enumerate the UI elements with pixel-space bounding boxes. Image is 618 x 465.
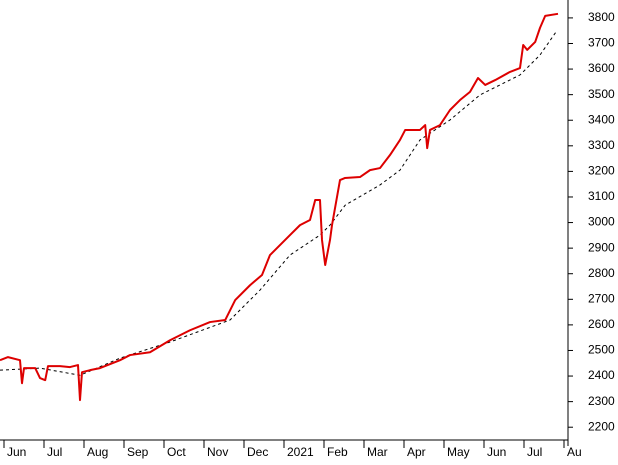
y-tick-label: 3700: [588, 36, 615, 50]
x-tick-label: Apr: [407, 445, 426, 459]
price-line: [0, 12, 559, 402]
y-tick-label: 3800: [588, 10, 615, 24]
x-tick-label: Sep: [127, 445, 149, 459]
y-tick-label: 2600: [588, 317, 615, 331]
x-tick-label: Feb: [327, 445, 348, 459]
y-tick-label: 2500: [588, 343, 615, 357]
moving-average-line: [0, 31, 557, 376]
x-tick-label: 2021: [287, 445, 314, 459]
y-tick-label: 2400: [588, 368, 615, 382]
y-tick-label: 3600: [588, 61, 615, 75]
y-tick-label: 3300: [588, 138, 615, 152]
x-tick-label: Oct: [167, 445, 186, 459]
y-tick-label: 2300: [588, 394, 615, 408]
x-tick-label: Nov: [207, 445, 228, 459]
y-tick-label: 3200: [588, 164, 615, 178]
y-tick-label: 2700: [588, 291, 615, 305]
y-tick-label: 2200: [588, 419, 615, 433]
x-tick-label: Dec: [247, 445, 268, 459]
x-tick-label: Jul: [527, 445, 542, 459]
y-tick-label: 3500: [588, 87, 615, 101]
x-tick-label: Mar: [367, 445, 388, 459]
y-tick-label: 3100: [588, 189, 615, 203]
x-tick-label: May: [447, 445, 470, 459]
y-tick-label: 2800: [588, 266, 615, 280]
x-tick-label: Jun: [7, 445, 26, 459]
x-tick-label: Jul: [47, 445, 62, 459]
y-tick-label: 3400: [588, 112, 615, 126]
x-tick-label: Jun: [487, 445, 506, 459]
x-tick-label: Aug: [87, 445, 108, 459]
y-tick-label: 2900: [588, 240, 615, 254]
y-tick-label: 3000: [588, 215, 615, 229]
x-tick-label: Au: [567, 445, 582, 459]
